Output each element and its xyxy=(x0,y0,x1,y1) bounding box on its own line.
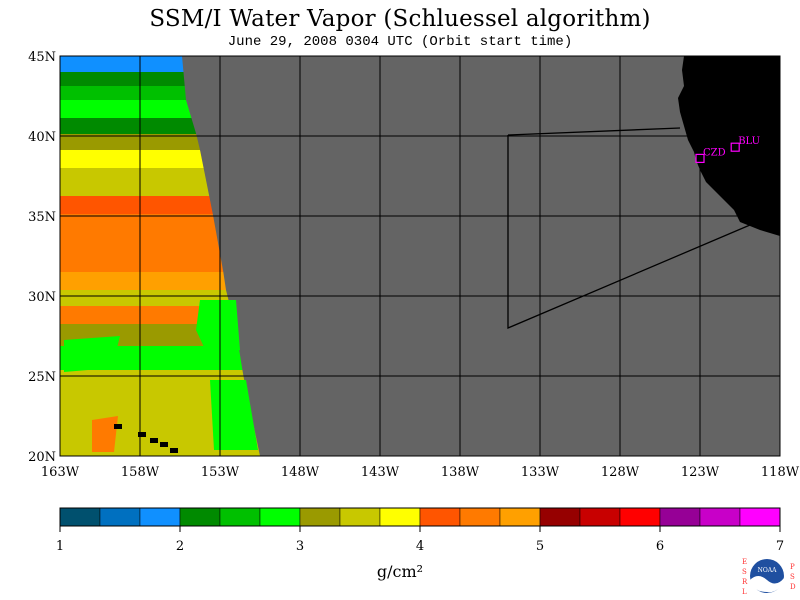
page-title: SSM/I Water Vapor (Schluessel algorithm) xyxy=(149,6,651,32)
map-frame xyxy=(59,55,781,457)
station-marker-czd xyxy=(695,153,705,163)
swath-data xyxy=(60,56,260,456)
colorbar-swatch xyxy=(419,507,461,527)
lon-label-148W: 148W xyxy=(281,465,320,480)
colorbar-swatch xyxy=(299,507,341,527)
flight-track-south xyxy=(507,135,751,329)
page-subtitle: June 29, 2008 0304 UTC (Orbit start time… xyxy=(227,34,573,50)
colorbar-swatch xyxy=(739,507,781,527)
svg-text:S: S xyxy=(742,568,747,576)
colorbar-tick-3: 3 xyxy=(296,539,304,554)
colorbar-swatch xyxy=(379,507,421,527)
colorbar-tick-7: 7 xyxy=(776,539,784,554)
lon-label-133W: 133W xyxy=(521,465,560,480)
lon-label-118W: 118W xyxy=(761,465,800,480)
colorbar-tick-4: 4 xyxy=(416,539,424,554)
land-area xyxy=(678,56,780,236)
colorbar-tick-2: 2 xyxy=(176,539,184,554)
lat-label-25N: 25N xyxy=(28,370,56,385)
colorbar-swatch xyxy=(459,507,501,527)
colorbar-swatch xyxy=(659,507,701,527)
colorbar-swatch xyxy=(59,507,101,527)
station-label-czd: CZD xyxy=(703,147,726,158)
flight-track xyxy=(507,127,681,136)
colorbar-tick-1: 1 xyxy=(56,539,64,554)
colorbar-swatch xyxy=(339,507,381,527)
colorbar-swatch xyxy=(579,507,621,527)
colorbar-swatch xyxy=(539,507,581,527)
colorbar-swatch xyxy=(699,507,741,527)
svg-text:P: P xyxy=(790,563,795,571)
colorbar-swatch xyxy=(499,507,541,527)
lat-label-40N: 40N xyxy=(28,130,56,145)
lon-label-163W: 163W xyxy=(41,465,80,480)
station-marker-blu xyxy=(730,142,740,152)
colorbar-swatch xyxy=(179,507,221,527)
colorbar-tick-6: 6 xyxy=(656,539,664,554)
lat-label-20N: 20N xyxy=(28,450,56,465)
lat-label-30N: 30N xyxy=(28,290,56,305)
lon-label-128W: 128W xyxy=(601,465,640,480)
noaa-logo: NOAA E S R L P S D xyxy=(742,558,796,596)
lon-label-158W: 158W xyxy=(121,465,160,480)
colorbar-swatch xyxy=(259,507,301,527)
lon-label-153W: 153W xyxy=(201,465,240,480)
svg-text:E: E xyxy=(742,558,747,566)
colorbar: 1 2 3 4 5 6 7 xyxy=(56,507,784,554)
svg-text:NOAA: NOAA xyxy=(758,567,778,574)
lon-label-138W: 138W xyxy=(441,465,480,480)
svg-text:S: S xyxy=(790,573,795,581)
colorbar-tick-5: 5 xyxy=(536,539,544,554)
svg-text:L: L xyxy=(742,588,747,596)
colorbar-units: g/cm² xyxy=(376,562,424,581)
stations: CZD BLU xyxy=(695,136,760,163)
svg-text:D: D xyxy=(790,583,796,591)
svg-text:R: R xyxy=(742,578,748,586)
lat-label-45N: 45N xyxy=(28,50,56,65)
lat-label-35N: 35N xyxy=(28,210,56,225)
lon-label-143W: 143W xyxy=(361,465,400,480)
lon-label-123W: 123W xyxy=(681,465,720,480)
colorbar-swatch xyxy=(619,507,661,527)
station-label-blu: BLU xyxy=(738,136,760,147)
colorbar-swatch xyxy=(219,507,261,527)
no-data-area xyxy=(180,56,780,456)
colorbar-swatch xyxy=(99,507,141,527)
colorbar-swatch xyxy=(139,507,181,527)
